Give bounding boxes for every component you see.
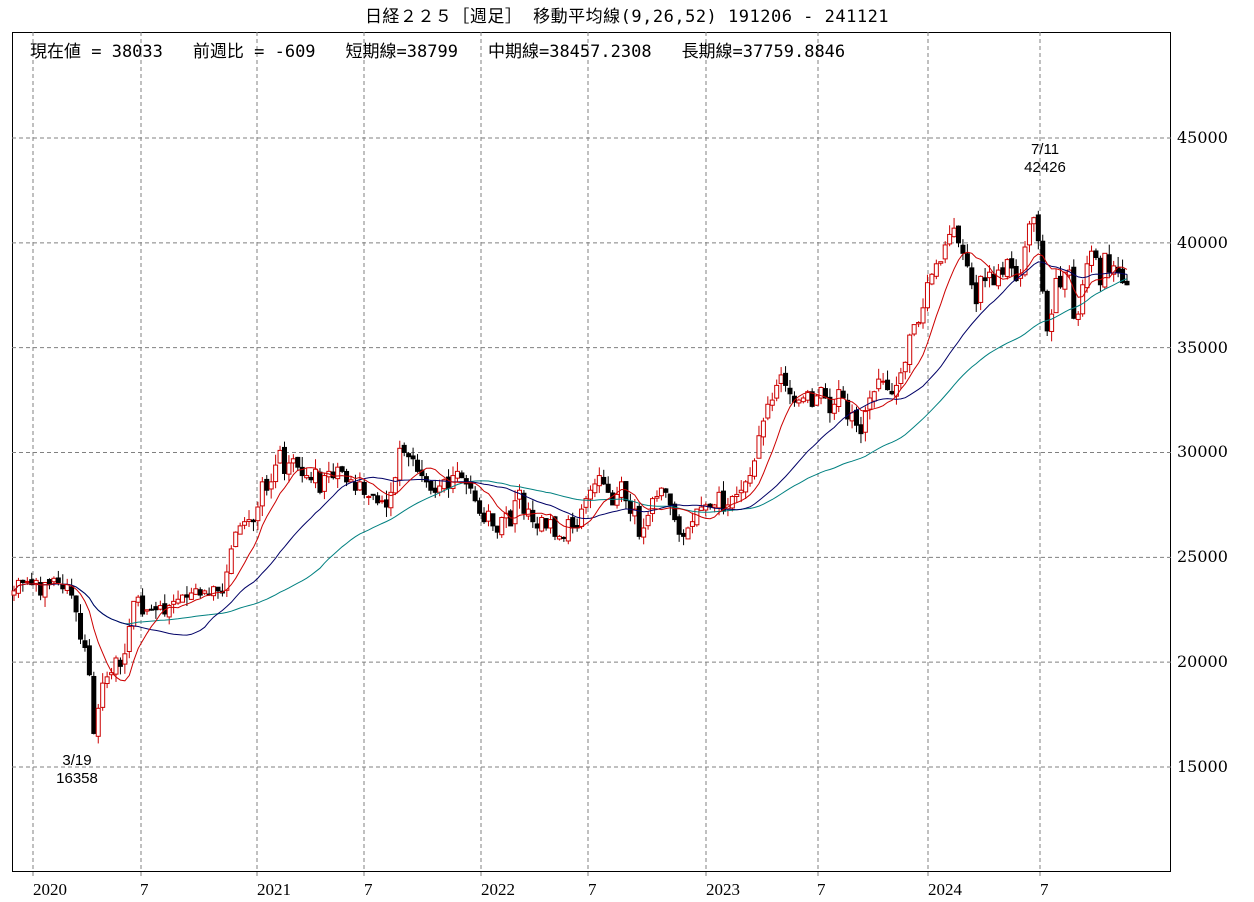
high-value: 42426 bbox=[1024, 159, 1066, 176]
short-ma-value: 短期線=38799 bbox=[345, 42, 458, 62]
x-tick-2024: 2024 bbox=[928, 880, 962, 899]
long-ma-value: 長期線=37759.8846 bbox=[681, 42, 846, 62]
x-tick-2022: 2022 bbox=[481, 880, 515, 899]
info-bar: 現在値 = 38033 前週比 = -609 短期線=38799 中期線=38457.… bbox=[30, 37, 875, 62]
low-value: 16358 bbox=[56, 770, 98, 787]
y-tick-20000: 20000 bbox=[1177, 652, 1228, 671]
x-tick-2020-7: 7 bbox=[140, 880, 149, 899]
x-tick-2022-7: 7 bbox=[588, 880, 597, 899]
y-tick-35000: 35000 bbox=[1177, 338, 1228, 357]
x-tick-2021-7: 7 bbox=[364, 880, 373, 899]
x-tick-2021: 2021 bbox=[257, 880, 291, 899]
mid-ma-value: 中期線=38457.2308 bbox=[487, 42, 652, 62]
x-tick-2023-7: 7 bbox=[817, 880, 826, 899]
x-tick-2024-7: 7 bbox=[1040, 880, 1049, 899]
low-date: 3/19 bbox=[62, 752, 92, 769]
high-date: 7/11 bbox=[1030, 141, 1060, 158]
x-tick-2023: 2023 bbox=[706, 880, 740, 899]
y-tick-45000: 45000 bbox=[1177, 128, 1228, 147]
y-tick-15000: 15000 bbox=[1177, 757, 1228, 776]
week-change: 前週比 = -609 bbox=[192, 42, 316, 62]
x-tick-2020: 2020 bbox=[33, 880, 67, 899]
y-tick-30000: 30000 bbox=[1177, 442, 1228, 461]
chart-title: 日経２２５［週足］ 移動平均線(9,26,52) 191206 - 241121 bbox=[364, 7, 890, 27]
y-tick-25000: 25000 bbox=[1177, 547, 1228, 566]
y-tick-40000: 40000 bbox=[1177, 233, 1228, 252]
high-annotation: 7/11 42426 bbox=[1005, 141, 1085, 177]
current-value: 現在値 = 38033 bbox=[30, 42, 163, 62]
low-annotation: 3/19 16358 bbox=[37, 752, 117, 788]
